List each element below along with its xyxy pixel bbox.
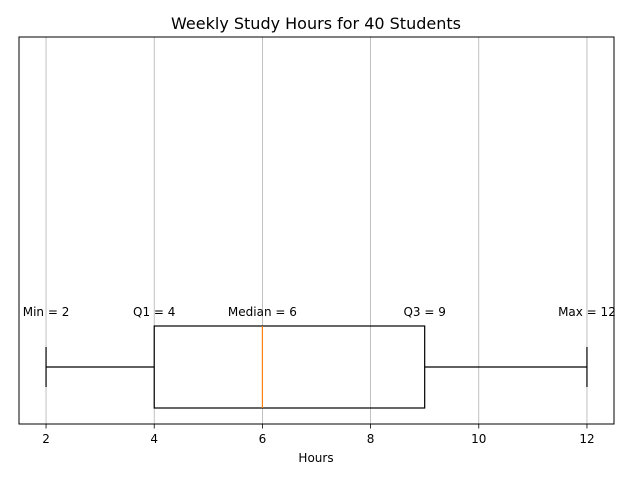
annotation-q1: Q1 = 4 — [133, 305, 175, 319]
x-tick-label: 6 — [259, 432, 267, 446]
plot-frame — [18, 36, 615, 425]
x-tick-label: 10 — [471, 432, 486, 446]
annotation-median: Median = 6 — [228, 305, 297, 319]
x-axis-ticks: 2 4 6 8 10 12 — [42, 424, 595, 446]
x-tick-label: 2 — [42, 432, 50, 446]
box-layer — [45, 325, 588, 409]
iqr-box — [153, 325, 426, 409]
annotation-layer: Min = 2 Q1 = 4 Median = 6 Q3 = 9 Max = 12 — [23, 305, 616, 319]
annotation-max: Max = 12 — [558, 305, 616, 319]
grid-layer — [45, 37, 588, 424]
x-tick-label: 12 — [579, 432, 594, 446]
x-tick-label: 8 — [367, 432, 375, 446]
chart-title: Weekly Study Hours for 40 Students — [171, 14, 461, 33]
x-axis-label: Hours — [298, 451, 333, 465]
annotation-min: Min = 2 — [23, 305, 70, 319]
x-tick-label: 4 — [150, 432, 158, 446]
annotation-q3: Q3 = 9 — [403, 305, 445, 319]
